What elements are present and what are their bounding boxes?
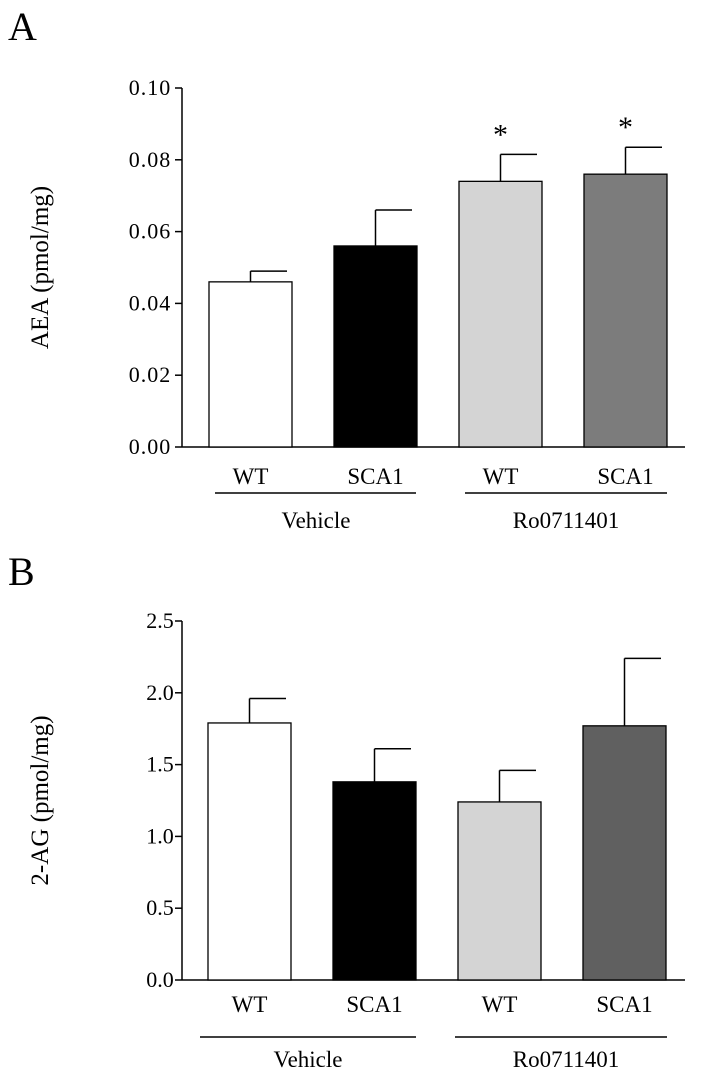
y-tick-label: 0.06	[129, 219, 172, 244]
group-label: Ro0711401	[513, 1047, 620, 1072]
y-tick-label: 2.5	[146, 608, 174, 633]
bar	[457, 801, 542, 981]
group-label: Vehicle	[282, 508, 351, 533]
y-tick-label: 0.08	[129, 147, 172, 172]
group-label: Ro0711401	[513, 508, 620, 533]
category-label: SCA1	[347, 464, 403, 489]
bar	[208, 281, 293, 448]
panel-label: B	[8, 549, 35, 594]
bar	[333, 245, 418, 448]
category-label: WT	[233, 464, 269, 489]
y-tick-label: 0.00	[129, 434, 172, 459]
group-label: Vehicle	[274, 1047, 343, 1072]
y-tick-label: 1.0	[146, 823, 174, 848]
category-label: WT	[232, 992, 268, 1017]
bar	[332, 781, 417, 981]
y-tick-label: 0.04	[129, 290, 172, 315]
category-label: SCA1	[346, 992, 402, 1017]
y-tick-label: 0.5	[146, 895, 174, 920]
category-label: WT	[483, 464, 519, 489]
category-label: SCA1	[597, 464, 653, 489]
significance-marker: *	[618, 111, 633, 144]
y-tick-label: 0.0	[146, 967, 174, 992]
y-tick-label: 1.5	[146, 752, 174, 777]
bar	[582, 725, 667, 981]
category-label: WT	[482, 992, 518, 1017]
y-axis-title: 2-AG (pmol/mg)	[27, 715, 54, 885]
y-tick-label: 2.0	[146, 680, 174, 705]
category-label: SCA1	[596, 992, 652, 1017]
chart-panel-a: A 0.00 0.02 0.04 0.06 0.08 0.10 AEA (pmol/mg) WT…	[8, 4, 685, 533]
y-tick-label: 0.02	[129, 362, 172, 387]
chart-panel-b: B 0.0 0.5 1.0 1.5 2.0 2.5 2-AG (pmol/mg) WT SCA1 W…	[8, 549, 685, 1072]
bar	[458, 180, 543, 448]
y-axis-title: AEA (pmol/mg)	[27, 186, 54, 349]
bar	[207, 722, 292, 981]
bar	[583, 173, 668, 448]
y-tick-label: 0.10	[129, 75, 172, 100]
significance-marker: *	[493, 118, 508, 151]
panel-label: A	[8, 4, 37, 49]
